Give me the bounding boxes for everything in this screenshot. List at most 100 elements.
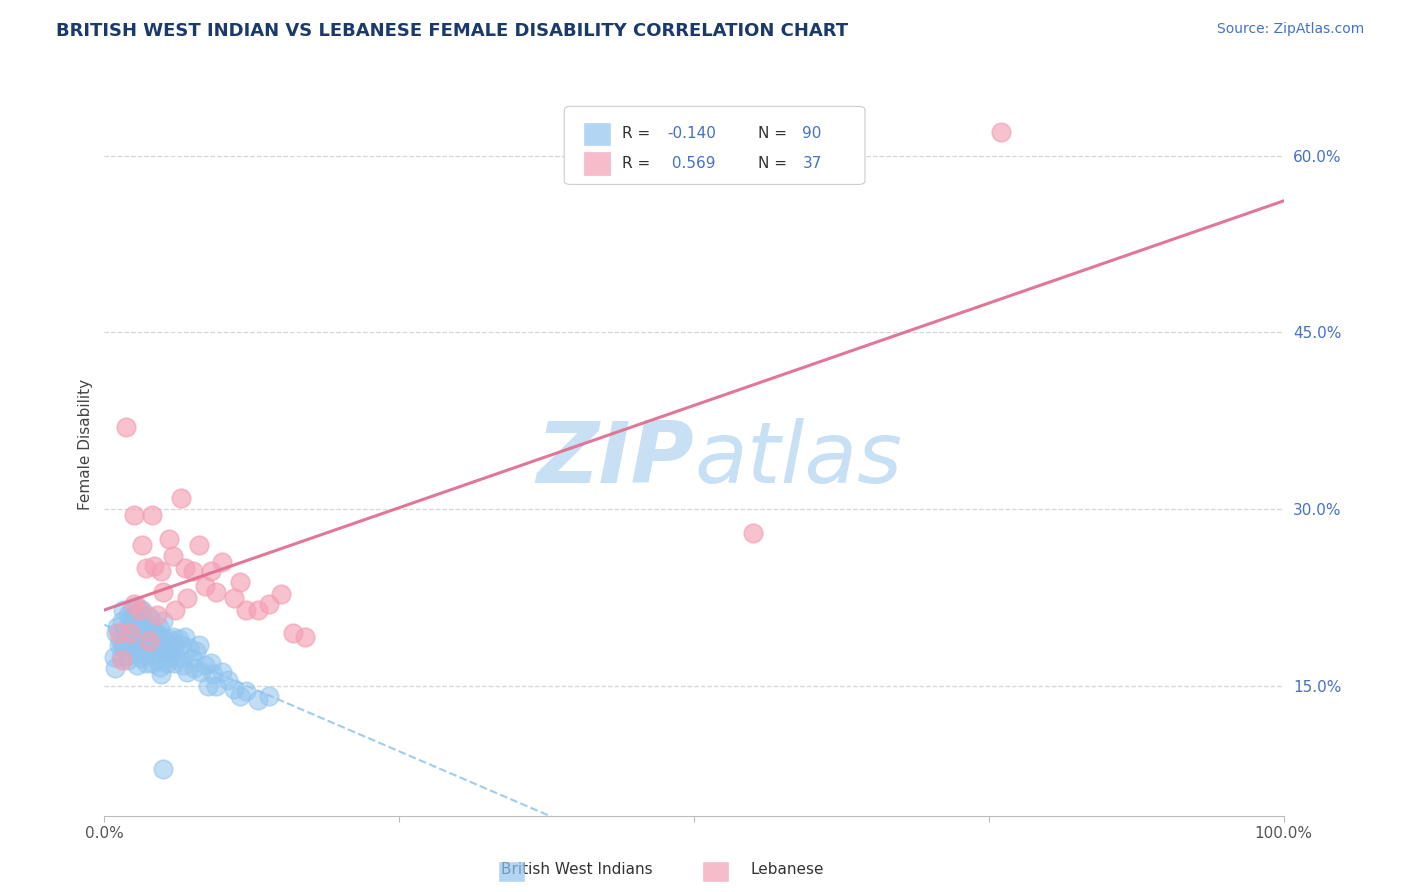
Text: ZIP: ZIP (536, 417, 695, 500)
Point (135, 561, 157, 575)
Point (134, 615, 156, 629)
Point (222, 591, 245, 605)
Point (235, 602, 257, 616)
Point (131, 538, 153, 552)
Point (117, 653, 139, 667)
Point (176, 665, 198, 679)
Point (200, 656, 222, 670)
Text: 90: 90 (803, 127, 823, 142)
Point (132, 632, 155, 646)
Point (149, 564, 172, 578)
Point (166, 651, 188, 665)
Point (120, 611, 142, 625)
Point (103, 649, 125, 664)
Point (176, 591, 198, 605)
Point (162, 549, 184, 564)
Point (157, 532, 180, 546)
Point (128, 602, 150, 616)
Point (136, 630, 159, 644)
Point (132, 632, 155, 646)
Point (131, 602, 153, 616)
Point (118, 634, 141, 648)
FancyBboxPatch shape (585, 123, 610, 145)
Point (165, 602, 187, 616)
Point (107, 626, 129, 640)
Point (259, 597, 281, 611)
Point (142, 623, 165, 637)
Point (186, 644, 208, 658)
Point (180, 651, 202, 665)
Point (138, 646, 160, 660)
Point (127, 599, 149, 613)
Point (107, 638, 129, 652)
Point (235, 684, 257, 698)
Point (170, 491, 193, 505)
Point (181, 564, 204, 578)
Point (112, 641, 135, 656)
Point (152, 615, 174, 629)
Point (152, 585, 174, 599)
Point (141, 656, 163, 670)
Point (145, 638, 167, 652)
Point (990, 125, 1012, 139)
Point (172, 657, 194, 672)
Point (125, 646, 148, 660)
Point (194, 579, 217, 593)
Point (141, 508, 163, 523)
Point (167, 632, 190, 646)
Text: 0.569: 0.569 (666, 156, 716, 171)
Point (127, 657, 149, 672)
Point (160, 644, 183, 658)
Point (211, 665, 233, 679)
Point (117, 608, 139, 623)
Point (122, 638, 145, 652)
Point (128, 620, 150, 634)
Point (187, 638, 209, 652)
Text: British West Indians: British West Indians (501, 863, 652, 877)
Point (120, 620, 142, 634)
Text: 37: 37 (803, 156, 823, 171)
Point (179, 641, 201, 656)
Point (114, 419, 136, 434)
Point (146, 608, 169, 623)
Point (200, 564, 222, 578)
Text: N =: N = (758, 156, 792, 171)
Point (246, 602, 269, 616)
Text: N =: N = (758, 127, 792, 142)
Point (259, 689, 281, 703)
FancyBboxPatch shape (585, 153, 610, 175)
Point (146, 653, 169, 667)
Point (139, 611, 162, 625)
Point (217, 673, 239, 688)
Text: R =: R = (621, 156, 655, 171)
Point (110, 649, 132, 664)
Point (135, 656, 157, 670)
Point (157, 644, 180, 658)
Point (173, 630, 195, 644)
Point (121, 601, 143, 615)
Point (211, 555, 233, 569)
Point (111, 615, 134, 629)
Point (149, 660, 172, 674)
Text: atlas: atlas (695, 417, 903, 500)
Point (142, 641, 165, 656)
Point (122, 597, 145, 611)
Point (111, 638, 134, 652)
Point (128, 634, 150, 648)
Point (152, 641, 174, 656)
Point (121, 626, 143, 640)
Point (108, 632, 131, 646)
Point (112, 602, 135, 616)
Point (246, 693, 269, 707)
Text: Lebanese: Lebanese (751, 863, 824, 877)
Point (205, 585, 228, 599)
Point (162, 630, 184, 644)
Point (148, 620, 170, 634)
Point (143, 634, 166, 648)
Point (152, 762, 174, 776)
Point (183, 661, 205, 675)
Point (294, 630, 316, 644)
Point (111, 653, 134, 667)
Point (128, 615, 150, 630)
Point (197, 679, 219, 693)
